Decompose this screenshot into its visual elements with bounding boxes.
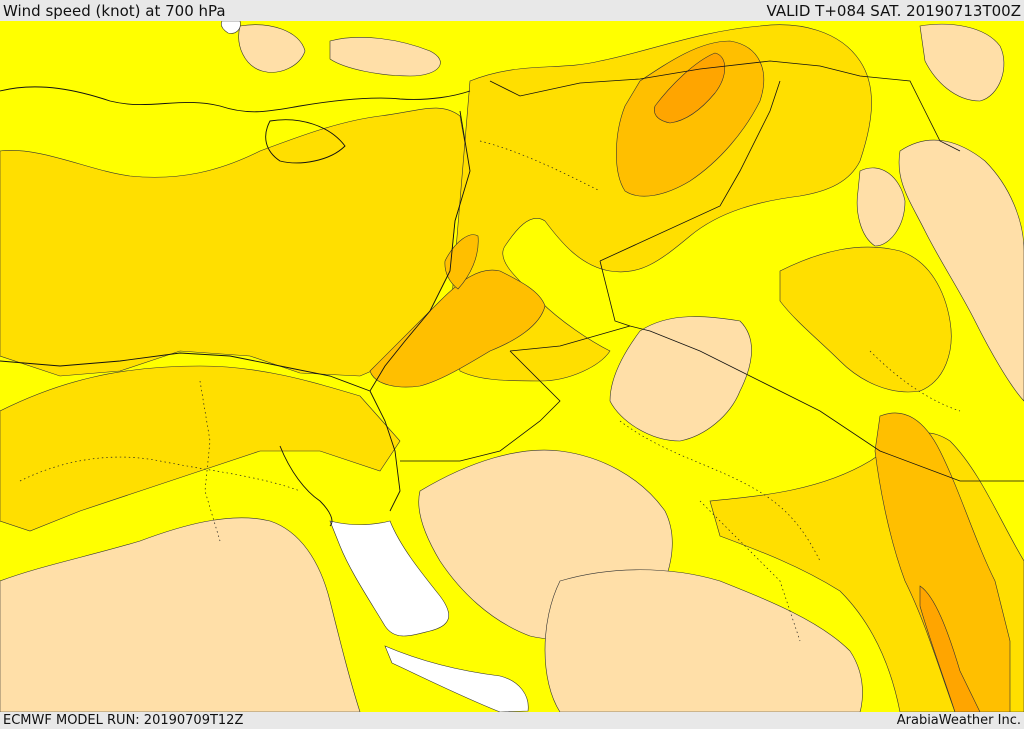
sea-gap-red-sea <box>329 520 449 637</box>
sea-gap-black-sea <box>220 21 241 34</box>
wind-band-fresh-lebanon <box>444 234 479 290</box>
wind-band-calm-sinai-egypt <box>0 517 361 712</box>
wind-band-moderate-levant <box>449 24 872 382</box>
wind-speed-map <box>0 21 1024 712</box>
wind-band-calm-turkey <box>238 24 306 73</box>
coastlines <box>0 86 471 527</box>
wind-band-calm-caspian <box>919 23 1005 102</box>
country-borders <box>400 60 1024 482</box>
credit-label: ArabiaWeather Inc. <box>896 713 1021 728</box>
wind-band-strong-syria <box>654 52 726 124</box>
wind-band-moderate-east <box>779 246 952 393</box>
region-borders <box>19 140 961 642</box>
wind-band-fresh-jordan <box>369 269 546 388</box>
sea-gap-gulf <box>384 645 529 712</box>
valid-time: VALID T+084 SAT. 20190713T00Z <box>766 2 1021 20</box>
header-bar: Wind speed (knot) at 700 hPa VALID T+084… <box>0 0 1024 21</box>
wind-band-calm-jordan <box>609 316 752 442</box>
wind-band-calm-anatolia <box>329 37 441 77</box>
footer-bar: ECMWF MODEL RUN: 20190709T12Z ArabiaWeat… <box>0 712 1024 729</box>
model-run-label: ECMWF MODEL RUN: 20190709T12Z <box>3 713 244 728</box>
wind-band-calm-iraq <box>856 167 906 247</box>
map-title: Wind speed (knot) at 700 hPa <box>3 2 226 20</box>
wind-band-fresh-syria <box>616 40 764 197</box>
wind-band-fresh-arabia <box>874 412 1011 712</box>
wind-band-moderate-egypt <box>0 365 401 532</box>
wind-band-calm-central-arabia <box>544 569 863 712</box>
wind-band-strong-arabia <box>919 585 981 712</box>
map-canvas <box>0 21 1024 712</box>
wind-band-calm-zagros <box>898 139 1024 402</box>
